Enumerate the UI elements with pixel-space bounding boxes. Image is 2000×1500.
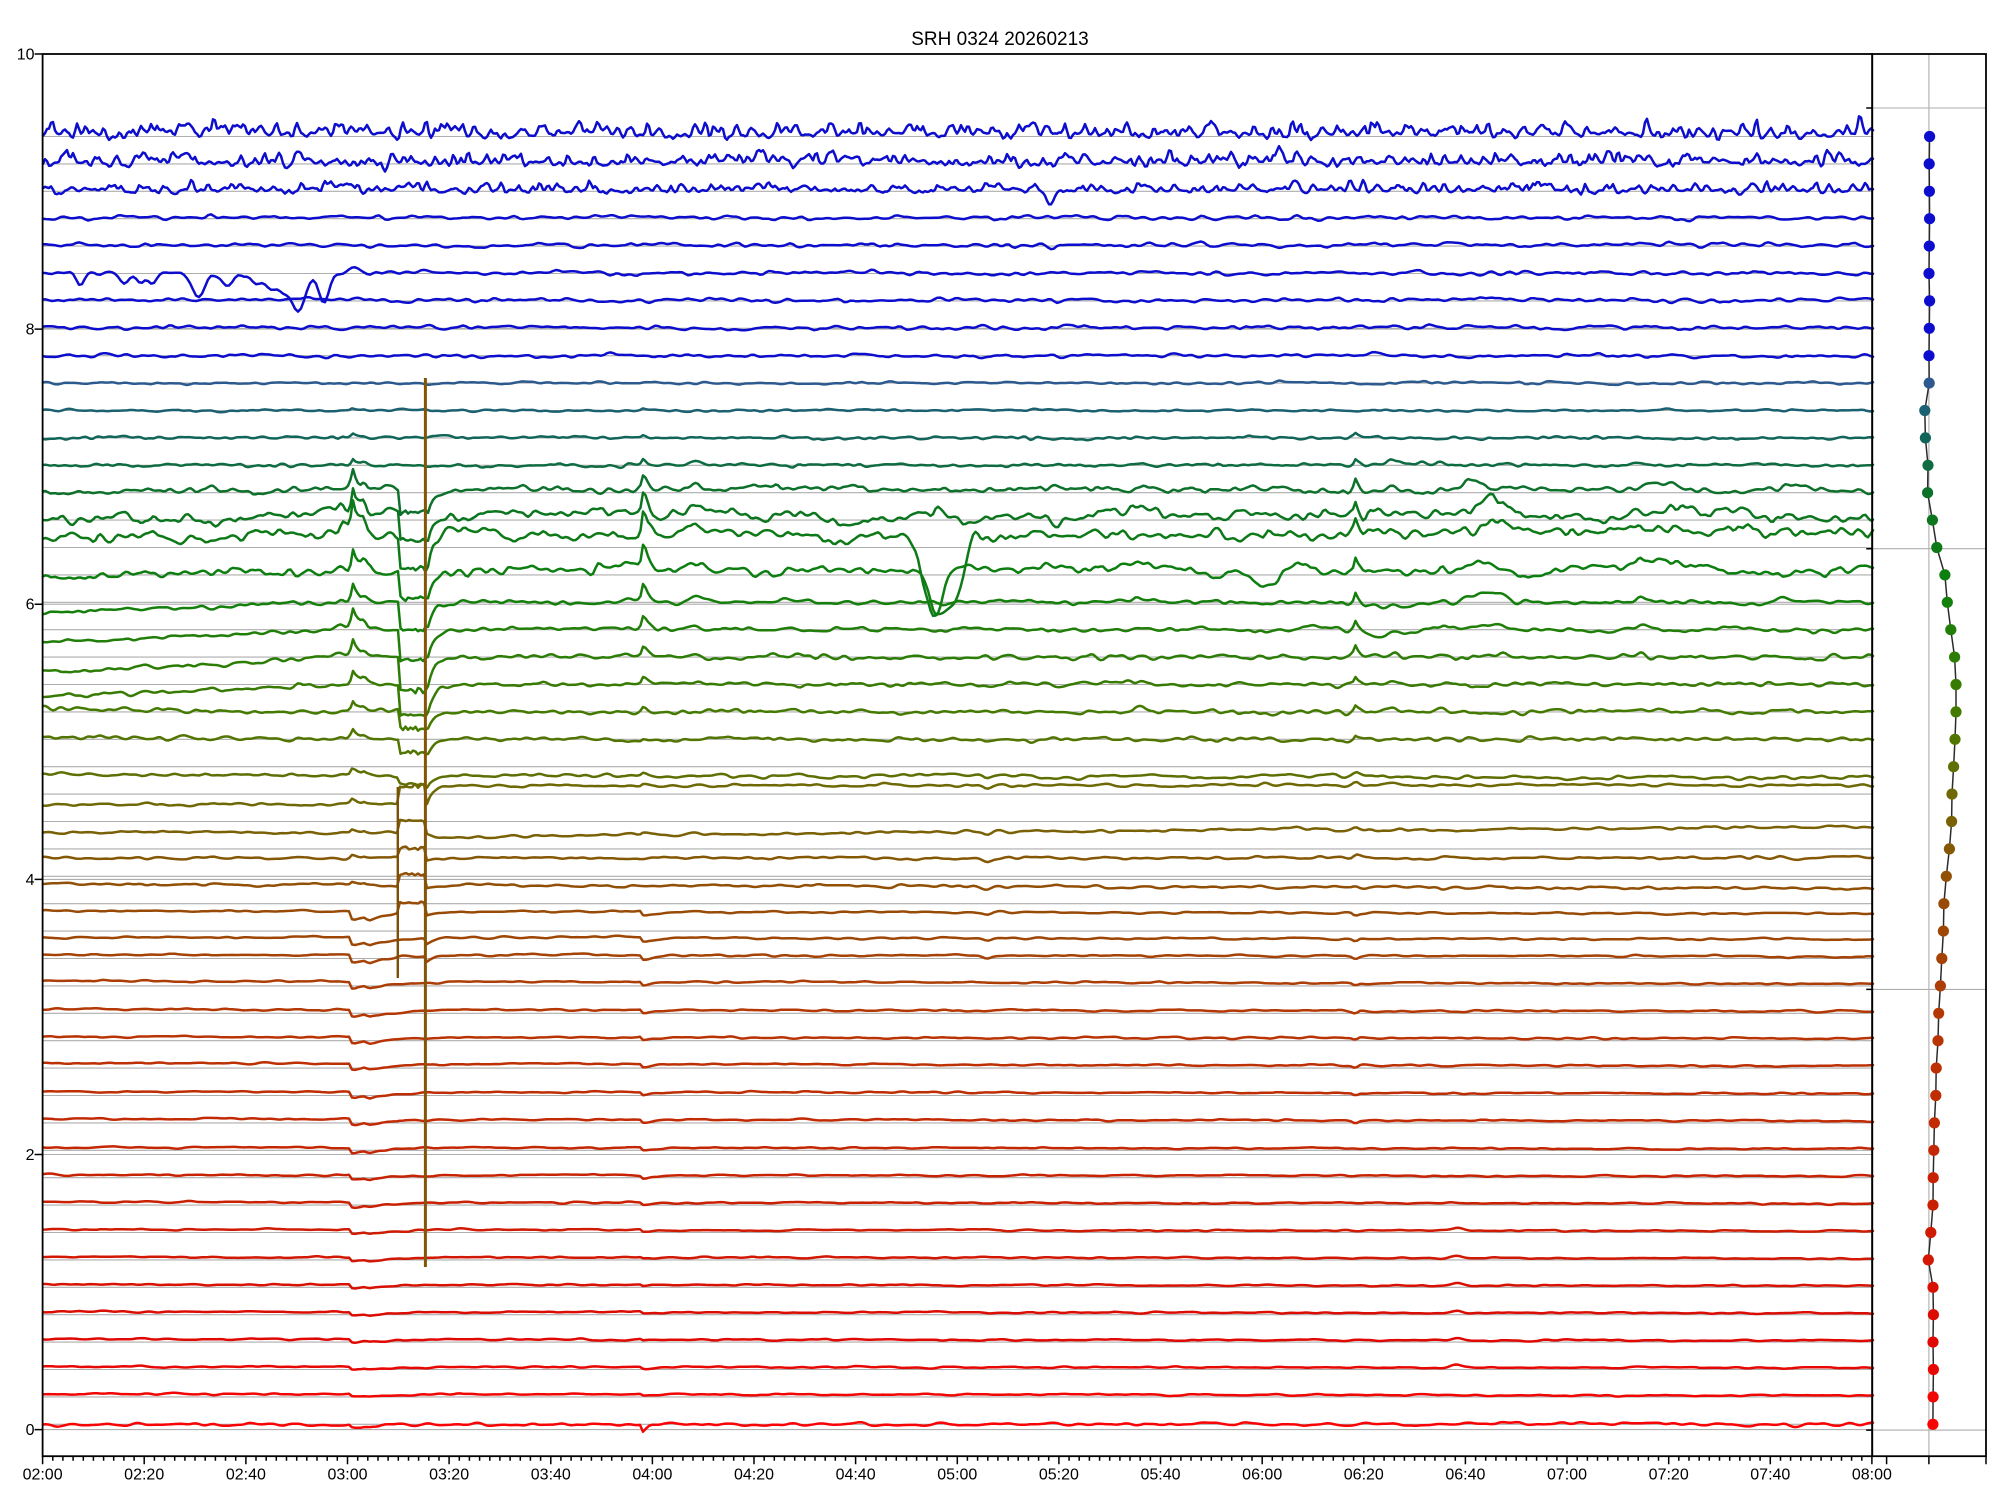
svg-text:6: 6 xyxy=(26,597,35,614)
svg-text:07:00: 07:00 xyxy=(1547,1467,1587,1484)
svg-text:06:00: 06:00 xyxy=(1242,1467,1282,1484)
svg-text:04:40: 04:40 xyxy=(836,1467,876,1484)
svg-text:0: 0 xyxy=(26,1422,35,1439)
svg-text:05:00: 05:00 xyxy=(937,1467,977,1484)
svg-text:05:40: 05:40 xyxy=(1140,1467,1180,1484)
svg-text:4: 4 xyxy=(26,872,35,889)
svg-text:07:40: 07:40 xyxy=(1750,1467,1790,1484)
svg-text:03:00: 03:00 xyxy=(327,1467,367,1484)
svg-text:04:20: 04:20 xyxy=(734,1467,774,1484)
svg-text:8: 8 xyxy=(26,322,35,339)
svg-text:02:20: 02:20 xyxy=(124,1467,164,1484)
svg-text:02:00: 02:00 xyxy=(23,1467,63,1484)
svg-text:06:40: 06:40 xyxy=(1445,1467,1485,1484)
svg-text:03:20: 03:20 xyxy=(429,1467,469,1484)
svg-text:06:20: 06:20 xyxy=(1344,1467,1384,1484)
svg-text:07:20: 07:20 xyxy=(1649,1467,1689,1484)
svg-text:05:20: 05:20 xyxy=(1039,1467,1079,1484)
svg-text:03:40: 03:40 xyxy=(531,1467,571,1484)
svg-text:SRH 0324 20260213: SRH 0324 20260213 xyxy=(911,29,1088,50)
svg-text:02:40: 02:40 xyxy=(226,1467,266,1484)
svg-text:2: 2 xyxy=(26,1147,35,1164)
svg-text:04:00: 04:00 xyxy=(632,1467,672,1484)
svg-text:10: 10 xyxy=(17,47,35,64)
svg-text:08:00: 08:00 xyxy=(1852,1467,1892,1484)
